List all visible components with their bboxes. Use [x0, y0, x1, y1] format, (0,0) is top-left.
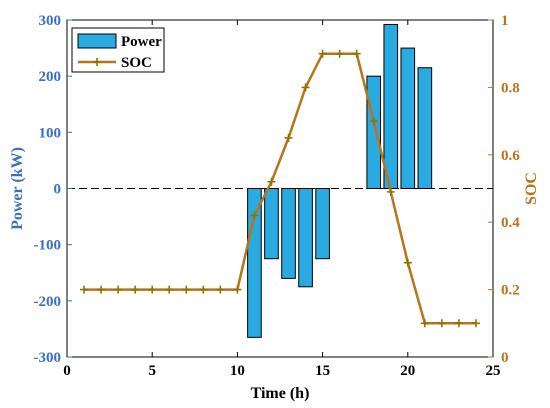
- power-bar: [366, 75, 382, 189]
- y-right-tick-label: 0.6: [501, 148, 520, 164]
- soc-point: [148, 285, 157, 294]
- y-left-tick-label: 100: [39, 125, 62, 141]
- soc-point: [318, 49, 327, 58]
- soc-point: [199, 285, 208, 294]
- soc-point: [437, 319, 446, 328]
- soc-point: [471, 319, 480, 328]
- soc-point: [267, 177, 276, 186]
- soc-point: [165, 285, 174, 294]
- soc-point: [250, 211, 259, 220]
- soc-point: [233, 285, 242, 294]
- legend-power-swatch: [77, 33, 117, 49]
- y-right-tick-label: 0.2: [501, 283, 520, 299]
- y-left-tick-label: -200: [34, 294, 62, 310]
- power-bars: [247, 23, 433, 338]
- power-bar: [417, 67, 433, 189]
- y-left-tick-label: -100: [34, 238, 62, 254]
- soc-point: [420, 319, 429, 328]
- soc-point: [335, 49, 344, 58]
- power-bar: [247, 188, 262, 338]
- x-tick-label: 10: [230, 363, 245, 379]
- legend-power-label: Power: [121, 34, 162, 50]
- soc-point: [97, 285, 106, 294]
- soc-point: [216, 285, 225, 294]
- x-tick-label: 25: [486, 363, 501, 379]
- soc-point: [403, 258, 412, 267]
- soc-point: [80, 285, 89, 294]
- soc-point: [301, 83, 310, 92]
- y-left-tick-label: 0: [54, 182, 62, 198]
- x-axis-label: Time (h): [251, 385, 310, 402]
- y-right-tick-label: 0.8: [501, 80, 520, 96]
- soc-point: [114, 285, 123, 294]
- legend-soc-marker: [93, 58, 101, 66]
- soc-point: [352, 49, 361, 58]
- soc-point: [386, 187, 395, 196]
- power-bar: [281, 188, 296, 279]
- legend: Power SOC: [71, 27, 165, 73]
- soc-series: [80, 49, 480, 328]
- soc-point: [182, 285, 191, 294]
- soc-point: [369, 117, 378, 126]
- power-bar: [400, 47, 416, 189]
- soc-point: [284, 133, 293, 142]
- soc-point: [454, 319, 463, 328]
- y-left-tick-label: -300: [34, 350, 62, 366]
- y-right-tick-label: 0.4: [501, 215, 520, 231]
- x-tick-label: 20: [400, 363, 415, 379]
- axis-labels: Time (h) Power (kW) SOC: [9, 147, 540, 402]
- legend-soc-label: SOC: [121, 55, 152, 71]
- power-bar: [315, 188, 330, 260]
- y-left-tick-label: 300: [39, 13, 62, 29]
- power-bar: [383, 23, 399, 189]
- soc-point: [131, 285, 140, 294]
- y-right-tick-label: 1: [501, 13, 509, 29]
- y-right-tick-label: 0: [501, 350, 509, 366]
- x-tick-label: 0: [63, 363, 71, 379]
- x-tick-label: 5: [148, 363, 156, 379]
- power-bar: [298, 188, 313, 288]
- y-left-tick-label: 200: [39, 69, 62, 85]
- y-left-axis-label: Power (kW): [9, 147, 26, 230]
- power-bar: [264, 188, 279, 260]
- x-tick-label: 15: [315, 363, 330, 379]
- axis-ticks: 0 5 10 15 20 25 -300 -200 -100 0 100 200 300 0 0.2 0.4 0…: [34, 13, 521, 379]
- y-right-axis-label: SOC: [523, 172, 540, 205]
